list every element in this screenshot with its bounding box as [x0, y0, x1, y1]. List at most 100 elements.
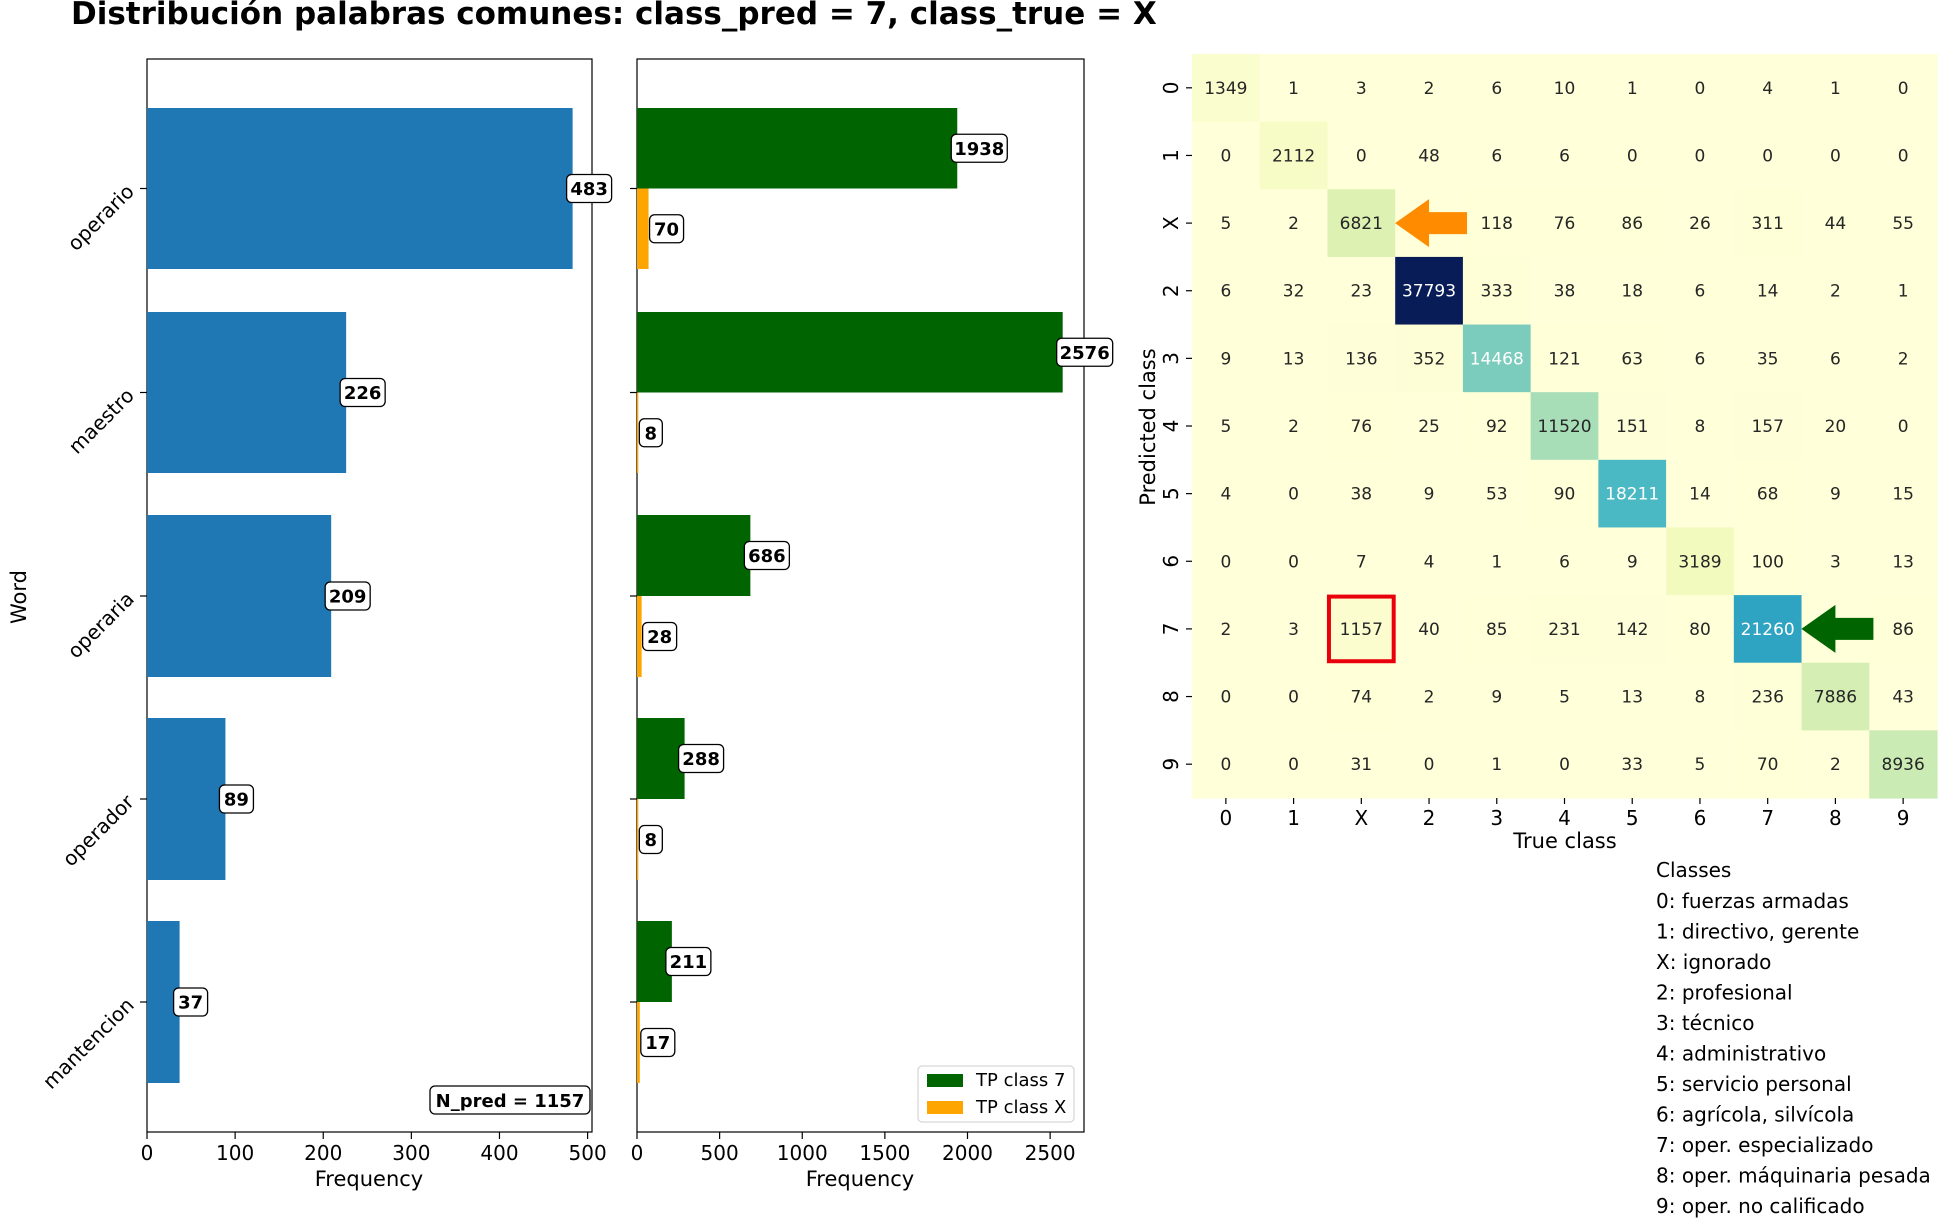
heat-cell-8-2	[1327, 595, 1396, 664]
mid-x-tick-label: 0	[631, 1141, 644, 1165]
heat-cell-3-8	[1733, 256, 1803, 326]
heat-value-7-4: 1	[1491, 552, 1502, 572]
heat-cell-3-1	[1259, 256, 1329, 326]
bar-label-maestro: 226	[344, 383, 382, 404]
heat-value-9-9: 7886	[1814, 688, 1857, 708]
heat-x-tick-4: 4	[1558, 806, 1571, 830]
heat-value-7-10: 13	[1892, 552, 1914, 572]
heat-cell-5-6	[1598, 392, 1667, 461]
tp-frequency-panel: 1938 70 2576 8 686 28 288 8 211 17 0 500 1000 1500 20…	[630, 58, 1114, 1191]
heat-cell-1-0	[1192, 121, 1261, 190]
class-legend-item: 4: administrativo	[1656, 1042, 1826, 1066]
heat-cell-6-10	[1869, 459, 1938, 529]
heat-value-5-4: 92	[1486, 417, 1508, 437]
heat-value-0-6: 1	[1627, 79, 1638, 99]
heat-cell-7-8	[1733, 527, 1803, 596]
heat-cell-7-0	[1192, 527, 1261, 596]
n-pred-label: N_pred = 1157	[436, 1091, 585, 1112]
heat-cell-4-0	[1192, 324, 1261, 393]
mid-x-tick-label: 2500	[1025, 1141, 1076, 1165]
heat-value-8-5: 231	[1548, 620, 1580, 640]
heat-value-1-1: 2112	[1272, 146, 1315, 166]
mid-x-tick-label: 1500	[859, 1141, 910, 1165]
heat-value-7-6: 9	[1627, 552, 1638, 572]
heat-x-tick-6: 6	[1694, 806, 1707, 830]
class-legend-item: 2: profesional	[1656, 981, 1793, 1005]
heat-value-0-4: 6	[1491, 79, 1502, 99]
heat-value-6-4: 53	[1486, 485, 1508, 505]
heat-value-1-9: 0	[1830, 146, 1841, 166]
left-y-axis-label: Word	[7, 570, 31, 624]
heat-cell-9-10	[1869, 662, 1938, 731]
heat-cell-6-6	[1598, 459, 1667, 529]
heatmap-overlays	[1326, 199, 1874, 664]
class-legend-item: 9: oper. no calificado	[1656, 1194, 1865, 1218]
bar-label-operaria: 209	[329, 587, 367, 608]
heat-value-3-6: 18	[1621, 282, 1643, 302]
heat-cell-2-6	[1598, 189, 1667, 258]
heat-cell-10-10	[1869, 730, 1938, 799]
heat-value-5-3: 25	[1418, 417, 1440, 437]
heat-value-7-2: 7	[1356, 552, 1367, 572]
bar-label-operador: 89	[224, 790, 249, 811]
bar-label-tpx-operaria: 28	[647, 627, 672, 648]
heat-cell-1-1	[1259, 121, 1329, 190]
heat-value-5-1: 2	[1288, 417, 1299, 437]
heat-value-8-4: 85	[1486, 620, 1508, 640]
heat-value-6-0: 4	[1220, 485, 1231, 505]
heatmap-y-axis-label: Predicted class	[1136, 348, 1160, 505]
heat-value-4-0: 9	[1220, 349, 1231, 369]
bar-label-tp7-maestro: 2576	[1060, 343, 1110, 364]
heat-value-6-3: 9	[1424, 485, 1435, 505]
left-bar-labels: 483 226 209 89 37	[172, 173, 613, 1017]
heat-cell-9-5	[1530, 662, 1599, 731]
heat-cell-3-10	[1869, 256, 1938, 326]
heat-cell-0-4	[1462, 54, 1532, 123]
heat-y-tick-3: 3	[1159, 352, 1183, 365]
bar-label-mantencion: 37	[178, 993, 203, 1014]
heat-value-9-4: 9	[1491, 688, 1502, 708]
heat-y-tick-8: 8	[1159, 690, 1183, 703]
heat-cell-4-6	[1598, 324, 1667, 393]
class-legend-item: 8: oper. máquinaria pesada	[1656, 1164, 1931, 1188]
arrow-orange-icon	[1395, 199, 1468, 248]
heat-value-5-8: 157	[1751, 417, 1783, 437]
heat-cell-9-7	[1666, 662, 1735, 731]
heat-cell-6-2	[1327, 459, 1396, 529]
left-x-tick-label: 0	[141, 1141, 154, 1165]
heat-value-9-7: 8	[1695, 688, 1706, 708]
heat-value-6-8: 68	[1757, 485, 1779, 505]
heat-value-5-0: 5	[1220, 417, 1231, 437]
heat-cell-8-8	[1733, 595, 1803, 664]
heat-cell-2-10	[1869, 189, 1938, 258]
heat-value-0-5: 10	[1554, 79, 1576, 99]
heat-cell-0-6	[1598, 54, 1667, 123]
left-x-tick-label: 100	[216, 1141, 254, 1165]
heat-cell-2-4	[1462, 189, 1532, 258]
heat-cell-9-2	[1327, 662, 1396, 731]
heat-value-1-2: 0	[1356, 146, 1367, 166]
heat-value-5-5: 11520	[1537, 417, 1591, 437]
heat-value-1-6: 0	[1627, 146, 1638, 166]
heat-cell-9-3	[1395, 662, 1464, 731]
heat-value-9-5: 5	[1559, 688, 1570, 708]
heat-value-10-10: 8936	[1882, 755, 1925, 775]
heat-y-tick-0: 0	[1159, 81, 1183, 94]
heat-cell-4-9	[1801, 324, 1870, 393]
y-tick-maestro: maestro	[64, 383, 139, 458]
bar-operaria	[147, 515, 332, 677]
highlight-cell-box	[1326, 594, 1396, 664]
bar-tpx-mantencion	[637, 1002, 640, 1083]
heat-cell-5-2	[1327, 392, 1396, 461]
heat-value-3-8: 14	[1757, 282, 1779, 302]
heat-value-10-6: 33	[1621, 755, 1643, 775]
heat-x-tick-8: 8	[1829, 806, 1842, 830]
heat-value-4-9: 6	[1830, 349, 1841, 369]
heat-cell-3-9	[1801, 256, 1870, 326]
heat-cell-6-5	[1530, 459, 1599, 529]
heat-value-2-5: 76	[1554, 214, 1576, 234]
left-x-tick-label: 500	[569, 1141, 607, 1165]
heat-cell-1-3	[1395, 121, 1464, 190]
heat-cell-10-9	[1801, 730, 1870, 799]
heat-cell-7-6	[1598, 527, 1667, 596]
